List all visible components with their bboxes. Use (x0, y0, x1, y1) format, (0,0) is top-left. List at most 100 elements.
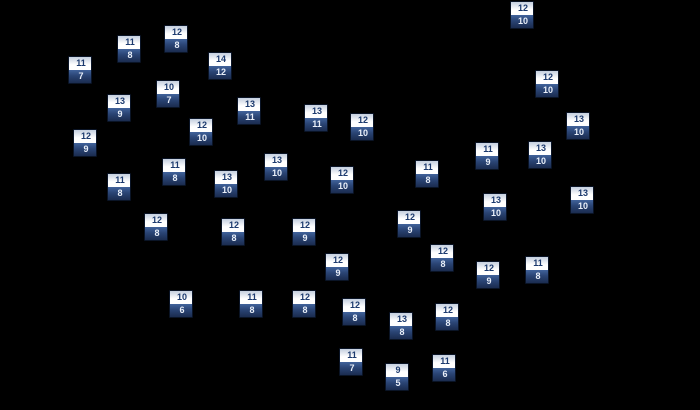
high-temp-value: 12 (326, 254, 348, 267)
temp-marker[interactable]: 12 10 (189, 118, 213, 146)
high-temp-value: 12 (398, 211, 420, 224)
temp-marker[interactable]: 12 8 (342, 298, 366, 326)
temp-marker[interactable]: 13 10 (570, 186, 594, 214)
low-temp-value: 9 (398, 224, 420, 237)
temp-marker[interactable]: 12 10 (330, 166, 354, 194)
high-temp-value: 12 (351, 114, 373, 127)
low-temp-value: 9 (74, 143, 96, 156)
temp-marker[interactable]: 12 9 (397, 210, 421, 238)
temp-marker[interactable]: 12 8 (435, 303, 459, 331)
low-temp-value: 8 (145, 227, 167, 240)
high-temp-value: 12 (511, 2, 533, 15)
temp-marker[interactable]: 12 8 (292, 290, 316, 318)
low-temp-value: 7 (69, 70, 91, 83)
temp-marker[interactable]: 14 12 (208, 52, 232, 80)
high-temp-value: 11 (108, 174, 130, 187)
temp-marker[interactable]: 11 8 (525, 256, 549, 284)
high-temp-value: 13 (238, 98, 260, 111)
low-temp-value: 12 (209, 66, 231, 79)
temp-marker[interactable]: 12 8 (430, 244, 454, 272)
temp-marker[interactable]: 12 8 (144, 213, 168, 241)
high-temp-value: 12 (145, 214, 167, 227)
temp-marker[interactable]: 11 8 (107, 173, 131, 201)
low-temp-value: 8 (526, 270, 548, 283)
high-temp-value: 11 (340, 349, 362, 362)
high-temp-value: 13 (108, 95, 130, 108)
high-temp-value: 12 (536, 71, 558, 84)
high-temp-value: 11 (163, 159, 185, 172)
high-temp-value: 12 (436, 304, 458, 317)
high-temp-value: 11 (416, 161, 438, 174)
high-temp-value: 12 (74, 130, 96, 143)
low-temp-value: 5 (386, 377, 408, 390)
high-temp-value: 12 (165, 26, 187, 39)
temp-marker[interactable]: 11 7 (68, 56, 92, 84)
temp-marker[interactable]: 11 8 (117, 35, 141, 63)
low-temp-value: 10 (529, 155, 551, 168)
high-temp-value: 12 (293, 291, 315, 304)
low-temp-value: 11 (305, 118, 327, 131)
temp-marker[interactable]: 12 8 (221, 218, 245, 246)
temp-marker[interactable]: 12 9 (73, 129, 97, 157)
low-temp-value: 10 (190, 132, 212, 145)
low-temp-value: 10 (567, 126, 589, 139)
temp-marker[interactable]: 11 9 (475, 142, 499, 170)
temp-marker[interactable]: 10 6 (169, 290, 193, 318)
temp-marker[interactable]: 11 7 (339, 348, 363, 376)
high-temp-value: 12 (190, 119, 212, 132)
low-temp-value: 9 (476, 156, 498, 169)
high-temp-value: 11 (476, 143, 498, 156)
low-temp-value: 10 (331, 180, 353, 193)
low-temp-value: 8 (165, 39, 187, 52)
low-temp-value: 8 (118, 49, 140, 62)
low-temp-value: 10 (536, 84, 558, 97)
high-temp-value: 13 (571, 187, 593, 200)
temp-marker[interactable]: 13 10 (483, 193, 507, 221)
temp-marker[interactable]: 13 11 (237, 97, 261, 125)
high-temp-value: 13 (305, 105, 327, 118)
high-temp-value: 13 (215, 171, 237, 184)
low-temp-value: 9 (293, 232, 315, 245)
temp-marker[interactable]: 12 9 (325, 253, 349, 281)
temp-marker[interactable]: 12 9 (292, 218, 316, 246)
high-temp-value: 12 (293, 219, 315, 232)
low-temp-value: 10 (215, 184, 237, 197)
temp-marker[interactable]: 9 5 (385, 363, 409, 391)
temp-marker[interactable]: 13 10 (528, 141, 552, 169)
low-temp-value: 10 (265, 167, 287, 180)
temp-marker[interactable]: 13 8 (389, 312, 413, 340)
low-temp-value: 10 (511, 15, 533, 28)
temp-marker[interactable]: 10 7 (156, 80, 180, 108)
high-temp-value: 9 (386, 364, 408, 377)
temp-marker[interactable]: 12 8 (164, 25, 188, 53)
temp-marker[interactable]: 12 10 (350, 113, 374, 141)
high-temp-value: 13 (529, 142, 551, 155)
temp-marker[interactable]: 13 10 (214, 170, 238, 198)
low-temp-value: 8 (431, 258, 453, 271)
high-temp-value: 10 (157, 81, 179, 94)
temp-marker[interactable]: 11 6 (432, 354, 456, 382)
temp-marker[interactable]: 13 10 (566, 112, 590, 140)
low-temp-value: 8 (108, 187, 130, 200)
low-temp-value: 9 (326, 267, 348, 280)
temp-marker[interactable]: 11 8 (162, 158, 186, 186)
high-temp-value: 12 (431, 245, 453, 258)
temp-marker[interactable]: 13 9 (107, 94, 131, 122)
temp-marker[interactable]: 13 10 (264, 153, 288, 181)
high-temp-value: 13 (390, 313, 412, 326)
temp-marker[interactable]: 12 10 (510, 1, 534, 29)
high-temp-value: 12 (343, 299, 365, 312)
low-temp-value: 6 (433, 368, 455, 381)
low-temp-value: 7 (157, 94, 179, 107)
low-temp-value: 8 (163, 172, 185, 185)
temp-marker[interactable]: 11 8 (239, 290, 263, 318)
high-temp-value: 11 (69, 57, 91, 70)
high-temp-value: 11 (433, 355, 455, 368)
temp-marker[interactable]: 13 11 (304, 104, 328, 132)
temp-marker[interactable]: 12 10 (535, 70, 559, 98)
high-temp-value: 14 (209, 53, 231, 66)
temp-marker[interactable]: 11 8 (415, 160, 439, 188)
high-temp-value: 13 (265, 154, 287, 167)
temp-marker[interactable]: 12 9 (476, 261, 500, 289)
